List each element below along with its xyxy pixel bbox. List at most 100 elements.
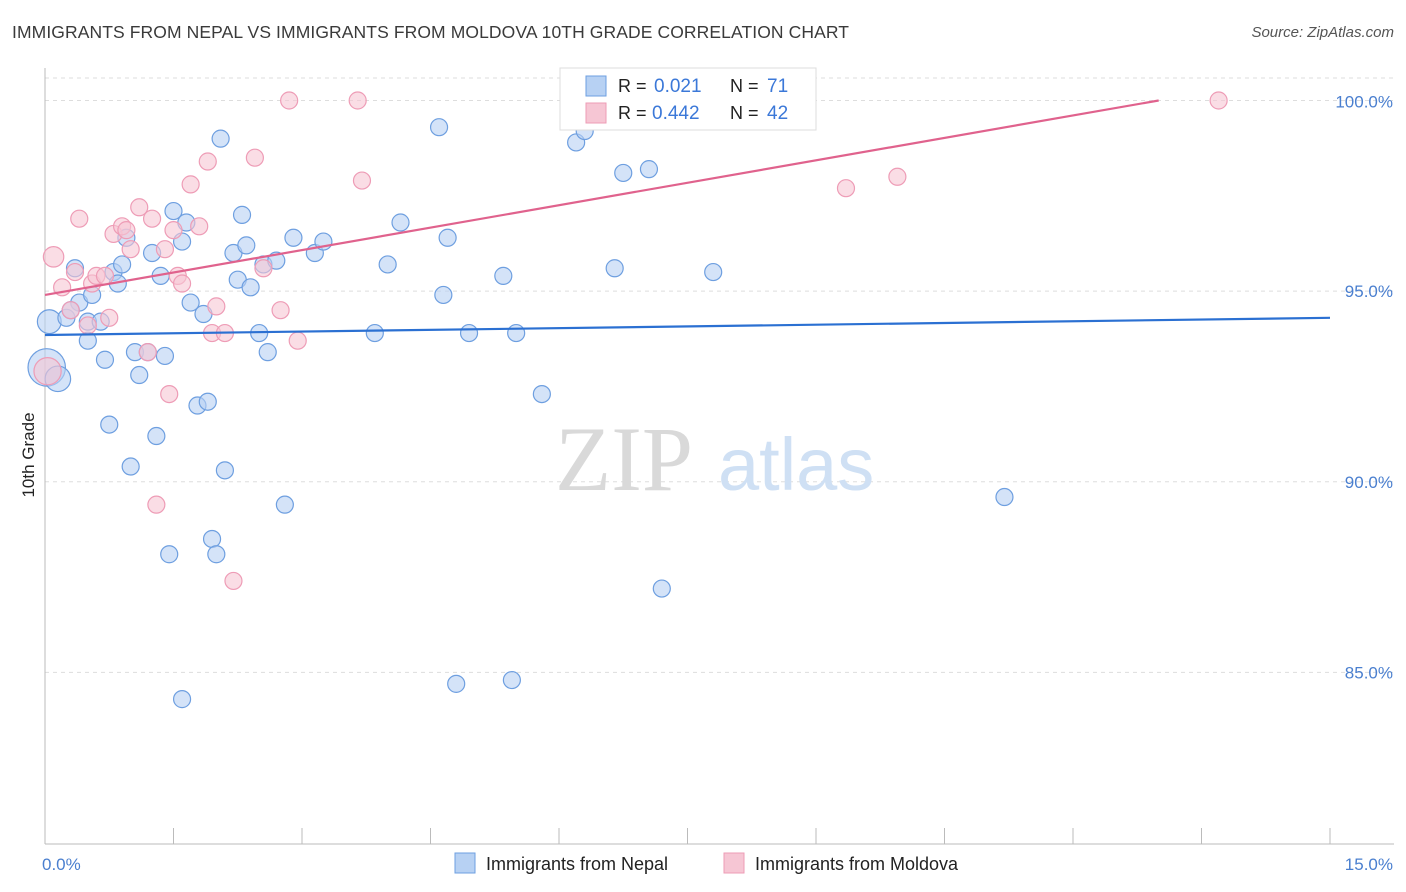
moldova-point	[155, 240, 175, 259]
moldova-point	[190, 217, 209, 236]
chart-title: IMMIGRANTS FROM NEPAL VS IMMIGRANTS FROM…	[12, 22, 850, 42]
moldova-point	[164, 221, 183, 240]
trend-line-nepal	[44, 316, 1331, 337]
y-tick-label: 95.0%	[1345, 282, 1393, 301]
y-tick-label: 85.0%	[1345, 663, 1393, 682]
moldova-point	[33, 357, 62, 386]
series-legend-moldova: Immigrants from Moldova	[755, 854, 959, 874]
legend-n-label-nepal: N =	[730, 76, 759, 96]
series-nepal-points	[27, 118, 1014, 709]
nepal-point	[181, 293, 200, 312]
moldova-point	[836, 179, 856, 198]
y-tick-label: 100.0%	[1335, 93, 1393, 112]
moldova-point	[95, 266, 115, 285]
moldova-point	[198, 152, 217, 171]
nepal-point	[202, 529, 222, 549]
nepal-point	[507, 323, 526, 343]
moldova-point	[271, 301, 290, 320]
nepal-point	[502, 670, 521, 690]
nepal-point	[112, 255, 132, 274]
nepal-point	[447, 674, 466, 693]
moldova-point	[245, 148, 264, 167]
moldova-point	[352, 171, 372, 190]
nepal-point	[429, 118, 449, 137]
moldova-point	[70, 209, 89, 228]
moldova-point	[224, 571, 243, 591]
nepal-point	[494, 266, 513, 285]
moldova-point	[348, 91, 367, 110]
nepal-point	[164, 201, 183, 221]
x-tick-label-min: 0.0%	[42, 855, 81, 874]
moldova-point	[160, 384, 179, 404]
nepal-point	[365, 323, 384, 343]
series-legend-swatch-moldova	[723, 852, 745, 874]
moldova-point	[121, 240, 140, 259]
legend-r-value-moldova: 0.442	[652, 103, 700, 124]
nepal-point	[391, 213, 410, 232]
tick-labels: 85.0% 90.0% 95.0% 100.0% 0.0% 15.0%	[42, 93, 1393, 874]
moldova-point	[207, 297, 226, 316]
moldova-point	[65, 262, 85, 282]
x-tick-label-max: 15.0%	[1345, 855, 1393, 874]
moldova-point	[1209, 91, 1228, 110]
nepal-point	[639, 160, 659, 179]
nepal-point	[275, 495, 294, 514]
moldova-point	[280, 91, 299, 110]
y-axis-label: 10th Grade	[19, 412, 38, 497]
nepal-point	[434, 285, 453, 305]
nepal-point	[378, 255, 397, 274]
nepal-point	[605, 259, 624, 278]
nepal-point	[614, 163, 633, 183]
nepal-point	[155, 346, 175, 366]
trend-lines	[44, 99, 1331, 337]
moldova-point	[78, 316, 97, 335]
legend-n-value-moldova: 42	[767, 103, 788, 124]
moldova-point	[130, 198, 149, 217]
nepal-point	[995, 487, 1014, 507]
moldova-point	[42, 246, 65, 268]
moldova-point	[288, 331, 307, 350]
gridlines	[45, 77, 1394, 673]
moldova-point	[888, 167, 907, 186]
moldova-point	[147, 495, 166, 514]
nepal-point	[130, 365, 149, 385]
nepal-point	[211, 129, 230, 148]
nepal-point	[232, 205, 252, 224]
nepal-point	[147, 426, 166, 446]
moldova-point	[138, 343, 157, 362]
moldova-point	[100, 308, 119, 327]
nepal-point	[438, 228, 457, 247]
watermark-atlas: atlas	[718, 423, 874, 506]
watermark: ZIP atlas	[555, 408, 874, 510]
moldova-point	[181, 175, 200, 194]
nepal-point	[172, 690, 192, 709]
nepal-point	[284, 228, 303, 247]
series-legend-swatch-nepal	[454, 852, 476, 874]
trend-line-moldova	[44, 99, 1159, 297]
moldova-point	[172, 274, 192, 293]
moldova-point	[61, 301, 80, 320]
correlation-legend: R = 0.021 N = 71 R = 0.442 N = 42	[559, 67, 817, 131]
series-moldova-points	[33, 91, 1228, 591]
legend-r-label-moldova: R =	[618, 103, 647, 123]
legend-swatch-moldova	[585, 102, 607, 124]
nepal-point	[652, 579, 671, 598]
legend-r-label-nepal: R =	[618, 76, 647, 96]
nepal-point	[36, 309, 62, 335]
nepal-point	[215, 461, 234, 480]
y-tick-label: 90.0%	[1345, 473, 1393, 492]
series-legend: Immigrants from Nepal Immigrants from Mo…	[454, 852, 959, 874]
nepal-point	[704, 262, 723, 282]
axes	[44, 68, 1394, 845]
nepal-point	[241, 278, 260, 297]
nepal-point	[95, 350, 115, 369]
moldova-point	[117, 221, 136, 240]
legend-n-label-moldova: N =	[730, 103, 759, 123]
legend-swatch-nepal	[585, 75, 607, 97]
nepal-point	[121, 457, 140, 476]
legend-r-value-nepal: 0.021	[654, 76, 702, 97]
nepal-point	[198, 392, 217, 411]
nepal-point	[160, 545, 179, 564]
chart-source: Source: ZipAtlas.com	[1251, 24, 1394, 41]
